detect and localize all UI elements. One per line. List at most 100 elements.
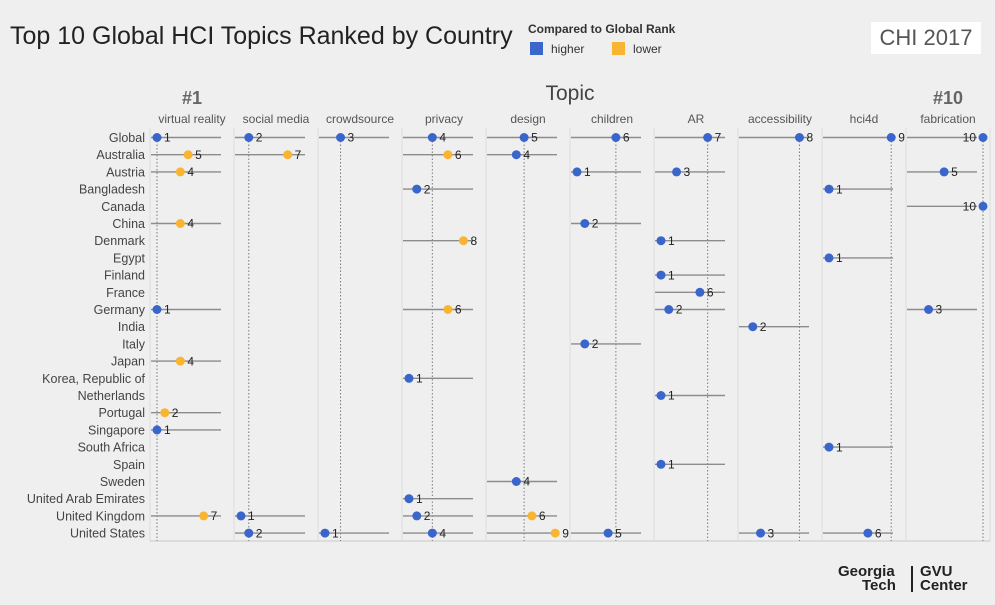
rank-point-japan-virtual-reality xyxy=(175,356,185,366)
country-label-korea-republic-of: Korea, Republic of xyxy=(42,372,145,386)
legend: Compared to Global Rank higher lower xyxy=(528,22,676,56)
rank-value-label: 1 xyxy=(668,389,675,403)
rank-point-united-states-accessibility xyxy=(756,528,766,538)
rank-point-australia-design xyxy=(511,150,521,160)
rank-point-france-ar xyxy=(695,287,705,297)
legend-label-lower: lower xyxy=(633,42,662,56)
country-label-united-states: United States xyxy=(70,527,145,541)
rank-value-label: 10 xyxy=(963,131,977,145)
country-label-sweden: Sweden xyxy=(100,475,145,489)
topic-header: Topic xyxy=(545,82,594,105)
rank-point-egypt-hci4d xyxy=(824,253,834,263)
rank-point-united-states-privacy xyxy=(427,528,437,538)
rank-point-australia-social-media xyxy=(283,150,293,160)
rank-value-label: 9 xyxy=(898,131,905,145)
rank-value-label: 2 xyxy=(256,131,263,145)
country-label-canada: Canada xyxy=(101,200,145,214)
rank-point-bangladesh-privacy xyxy=(412,184,422,194)
rank-value-label: 2 xyxy=(676,303,683,317)
topic-label-accessibility: accessibility xyxy=(748,112,812,126)
country-label-denmark: Denmark xyxy=(94,234,145,248)
rank-point-finland-ar xyxy=(656,270,666,280)
rank-point-global-social-media xyxy=(244,133,254,142)
rank-value-label: 4 xyxy=(187,354,194,368)
country-label-germany: Germany xyxy=(94,303,146,317)
country-label-china: China xyxy=(112,217,145,231)
rank-value-label: 1 xyxy=(836,440,843,454)
rank-point-south-africa-hci4d xyxy=(824,442,834,452)
rank-value-label: 4 xyxy=(439,526,446,540)
rank-value-label: 1 xyxy=(668,234,675,248)
rank-value-label: 1 xyxy=(836,251,843,265)
rank-point-netherlands-ar xyxy=(656,391,666,400)
rank-point-global-virtual-reality xyxy=(152,133,162,142)
topic-label-children: children xyxy=(591,112,633,126)
rank-value-label: 4 xyxy=(523,148,530,162)
rank-value-label: 8 xyxy=(806,131,813,145)
rank-point-spain-ar xyxy=(656,459,666,469)
rank-point-australia-privacy xyxy=(443,150,453,160)
country-label-bangladesh: Bangladesh xyxy=(79,183,145,197)
rank-value-label: 1 xyxy=(332,526,339,540)
rank-value-label: 5 xyxy=(615,526,622,540)
rank-value-label: 5 xyxy=(195,148,202,162)
country-label-portugal: Portugal xyxy=(98,406,145,420)
rank-value-label: 2 xyxy=(592,217,599,231)
rank-value-label: 1 xyxy=(668,458,675,472)
topic-label-ar: AR xyxy=(688,112,705,126)
rank-value-label: 1 xyxy=(668,268,675,282)
chart-title: Top 10 Global HCI Topics Ranked by Count… xyxy=(10,22,513,50)
rank-value-label: 2 xyxy=(172,406,179,420)
rank-value-label: 6 xyxy=(455,303,462,317)
country-label-finland: Finland xyxy=(104,269,145,283)
topic-label-design: design xyxy=(510,112,545,126)
rank-point-germany-ar xyxy=(664,305,674,314)
rank-value-label: 8 xyxy=(470,234,477,248)
rank-point-sweden-design xyxy=(511,477,521,486)
rank-point-united-states-social-media xyxy=(244,528,254,538)
country-label-united-kingdom: United Kingdom xyxy=(56,509,145,523)
rank-value-label: 4 xyxy=(439,131,446,145)
rank-value-label: 3 xyxy=(684,165,691,179)
rank-point-united-kingdom-social-media xyxy=(236,511,246,521)
rank-value-label: 10 xyxy=(963,200,977,214)
country-label-united-arab-emirates: United Arab Emirates xyxy=(27,492,145,506)
legend-item-lower[interactable]: lower xyxy=(612,42,662,56)
rank-value-label: 1 xyxy=(416,372,423,386)
topic-label-fabrication: fabrication xyxy=(920,112,975,126)
georgia-tech-gvu-logo: Georgia GVU Tech Center xyxy=(838,564,983,594)
rank-point-germany-privacy xyxy=(443,305,453,314)
logo-center: Center xyxy=(920,577,968,594)
rank-value-label: 1 xyxy=(164,131,171,145)
topic-label-hci4d: hci4d xyxy=(850,112,879,126)
country-label-india: India xyxy=(118,320,145,334)
rank-value-label: 6 xyxy=(455,148,462,162)
country-label-south-africa: South Africa xyxy=(78,441,145,455)
rank-value-label: 4 xyxy=(523,475,530,489)
legend-item-higher[interactable]: higher xyxy=(530,42,584,56)
rank-point-china-children xyxy=(580,219,590,228)
rank-point-denmark-privacy xyxy=(458,236,468,246)
country-label-france: France xyxy=(106,286,145,300)
rank-value-label: 1 xyxy=(416,492,423,506)
rank-value-label: 6 xyxy=(875,526,882,540)
rank-value-label: 6 xyxy=(539,509,546,523)
rank-point-china-virtual-reality xyxy=(175,219,185,228)
rank-point-united-states-design xyxy=(550,528,560,538)
conference-badge: CHI 2017 xyxy=(871,22,981,54)
topic-label-privacy: privacy xyxy=(425,112,463,126)
rank-value-label: 7 xyxy=(295,148,302,162)
country-label-australia: Australia xyxy=(96,148,145,162)
country-label-austria: Austria xyxy=(106,165,145,179)
legend-title: Compared to Global Rank xyxy=(528,22,676,36)
rank-value-label: 3 xyxy=(348,131,355,145)
rank-value-label: 1 xyxy=(164,303,171,317)
country-label-global: Global xyxy=(109,131,145,145)
rank-point-austria-fabrication xyxy=(939,167,949,177)
rank-value-label: 1 xyxy=(584,165,591,179)
topic-label-crowdsource: crowdsource xyxy=(326,112,394,126)
rank-point-denmark-ar xyxy=(656,236,666,246)
logo-tech: Tech xyxy=(862,577,896,594)
rank-point-india-accessibility xyxy=(748,322,758,332)
